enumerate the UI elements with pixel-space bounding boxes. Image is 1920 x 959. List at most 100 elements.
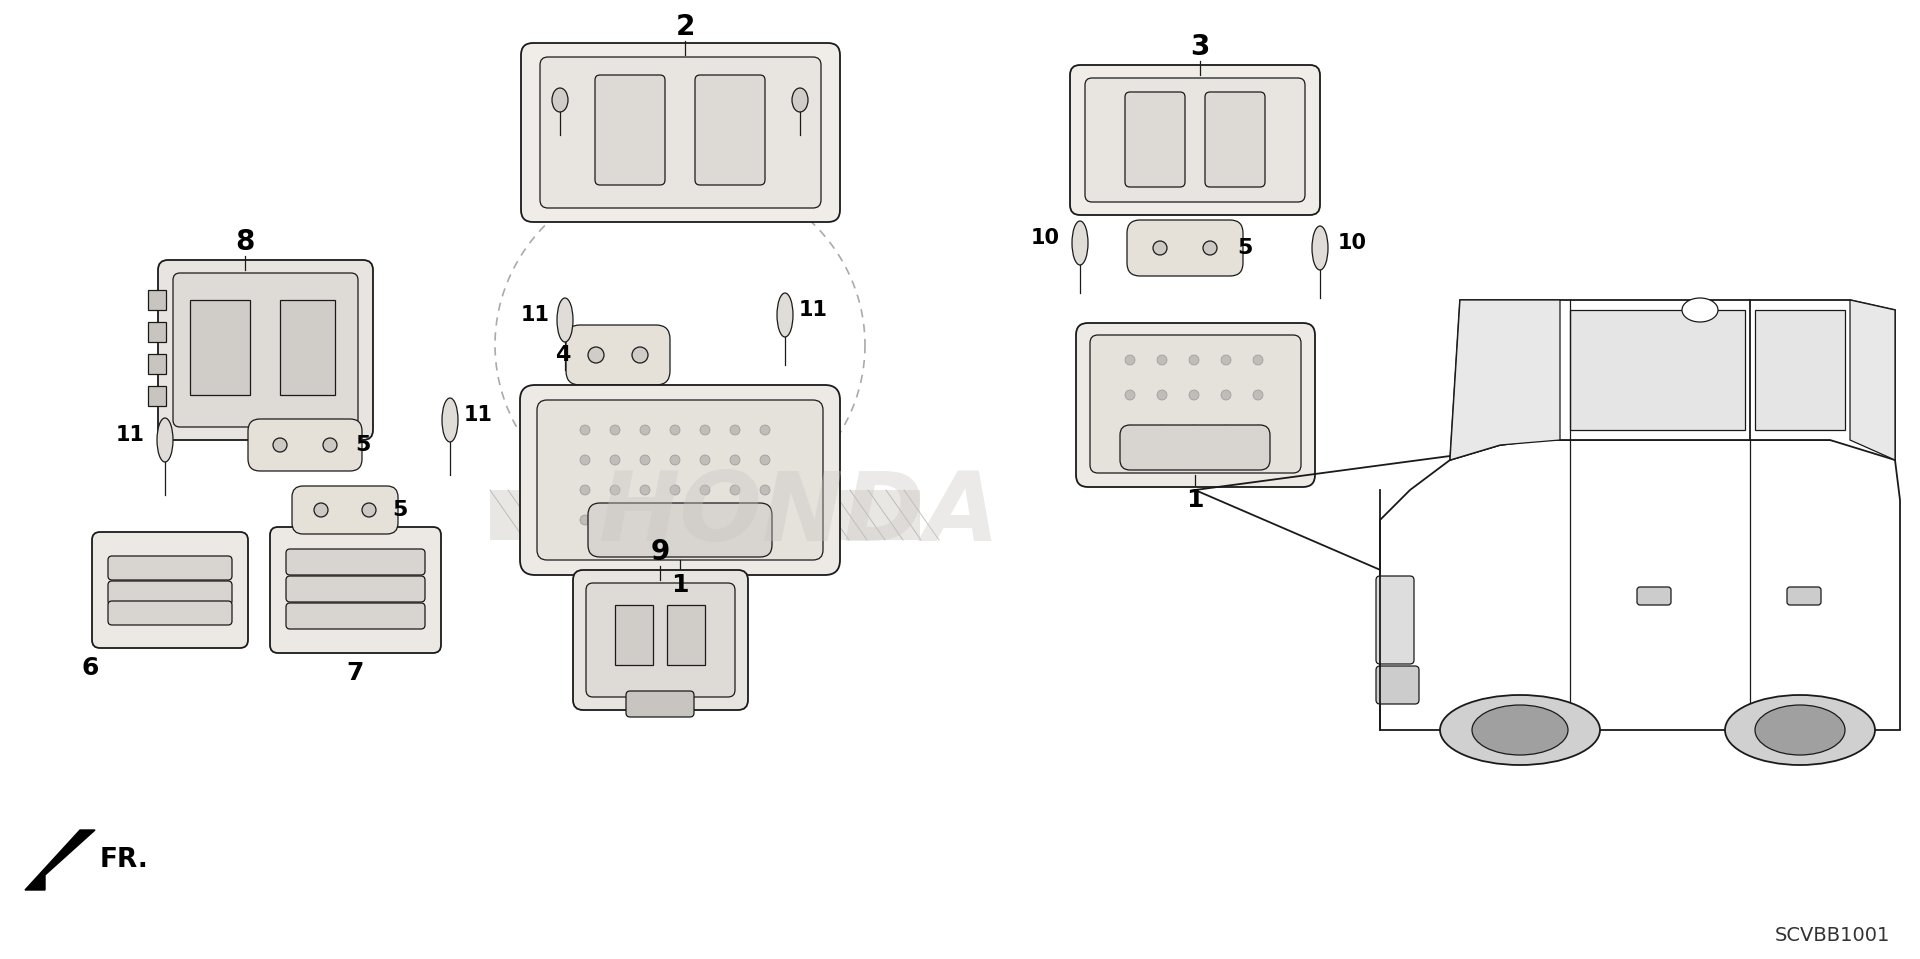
Ellipse shape	[1071, 221, 1089, 265]
Bar	[614, 605, 653, 665]
Ellipse shape	[701, 425, 710, 435]
FancyBboxPatch shape	[1069, 65, 1321, 215]
Ellipse shape	[1755, 705, 1845, 755]
Ellipse shape	[611, 455, 620, 465]
Ellipse shape	[1125, 355, 1135, 365]
Ellipse shape	[639, 425, 651, 435]
Ellipse shape	[639, 485, 651, 495]
Text: 5: 5	[355, 435, 371, 455]
Ellipse shape	[1254, 355, 1263, 365]
Ellipse shape	[1204, 241, 1217, 255]
FancyBboxPatch shape	[292, 486, 397, 534]
Bar	[190, 300, 250, 395]
FancyBboxPatch shape	[586, 583, 735, 697]
Ellipse shape	[760, 485, 770, 495]
FancyBboxPatch shape	[1377, 666, 1419, 704]
FancyBboxPatch shape	[588, 503, 772, 557]
Ellipse shape	[611, 485, 620, 495]
Ellipse shape	[670, 485, 680, 495]
FancyBboxPatch shape	[566, 325, 670, 385]
Text: 10: 10	[1338, 233, 1367, 253]
Ellipse shape	[315, 503, 328, 517]
FancyBboxPatch shape	[271, 527, 442, 653]
Polygon shape	[1450, 300, 1559, 460]
Bar	[1571, 310, 1745, 430]
Ellipse shape	[557, 298, 572, 342]
FancyBboxPatch shape	[1127, 220, 1242, 276]
Polygon shape	[1851, 300, 1895, 460]
Ellipse shape	[670, 455, 680, 465]
Ellipse shape	[1188, 355, 1198, 365]
Text: 10: 10	[1031, 228, 1060, 248]
Ellipse shape	[632, 347, 649, 363]
Text: 5: 5	[392, 500, 407, 520]
Text: 3: 3	[1190, 33, 1210, 61]
Ellipse shape	[1473, 705, 1569, 755]
Text: 2: 2	[676, 13, 695, 41]
Polygon shape	[25, 830, 94, 890]
Ellipse shape	[778, 293, 793, 337]
Ellipse shape	[760, 515, 770, 525]
FancyBboxPatch shape	[1206, 92, 1265, 187]
FancyBboxPatch shape	[1125, 92, 1185, 187]
Ellipse shape	[1154, 241, 1167, 255]
Text: 6: 6	[81, 656, 98, 680]
Ellipse shape	[1158, 390, 1167, 400]
Text: 11: 11	[520, 305, 549, 325]
Ellipse shape	[1188, 390, 1198, 400]
Ellipse shape	[670, 425, 680, 435]
Ellipse shape	[1125, 390, 1135, 400]
FancyBboxPatch shape	[108, 556, 232, 580]
Text: FR.: FR.	[100, 847, 150, 873]
FancyBboxPatch shape	[572, 570, 749, 710]
Ellipse shape	[730, 425, 739, 435]
Text: 1: 1	[1187, 488, 1204, 512]
Text: 11: 11	[115, 425, 144, 445]
Bar	[148, 290, 165, 310]
Ellipse shape	[701, 455, 710, 465]
Ellipse shape	[791, 88, 808, 112]
FancyBboxPatch shape	[157, 260, 372, 440]
Ellipse shape	[1158, 425, 1167, 435]
Ellipse shape	[639, 515, 651, 525]
Ellipse shape	[323, 438, 338, 452]
Text: 11: 11	[463, 405, 493, 425]
Ellipse shape	[157, 418, 173, 462]
FancyBboxPatch shape	[173, 273, 357, 427]
FancyBboxPatch shape	[286, 603, 424, 629]
Bar	[666, 605, 705, 665]
Ellipse shape	[1724, 695, 1876, 765]
FancyBboxPatch shape	[1085, 78, 1306, 202]
Ellipse shape	[1440, 695, 1599, 765]
Ellipse shape	[580, 485, 589, 495]
FancyBboxPatch shape	[1091, 335, 1302, 473]
Ellipse shape	[1125, 425, 1135, 435]
FancyBboxPatch shape	[286, 549, 424, 575]
Ellipse shape	[1221, 390, 1231, 400]
Ellipse shape	[1682, 298, 1718, 322]
Bar	[148, 322, 165, 342]
FancyBboxPatch shape	[1377, 576, 1413, 664]
Ellipse shape	[760, 425, 770, 435]
FancyBboxPatch shape	[695, 75, 764, 185]
Polygon shape	[1380, 440, 1901, 730]
Ellipse shape	[730, 515, 739, 525]
Ellipse shape	[1188, 425, 1198, 435]
Ellipse shape	[442, 398, 459, 442]
FancyBboxPatch shape	[595, 75, 664, 185]
Text: 5: 5	[1236, 238, 1252, 258]
FancyBboxPatch shape	[1075, 323, 1315, 487]
Ellipse shape	[701, 515, 710, 525]
Ellipse shape	[670, 515, 680, 525]
Text: 4: 4	[555, 345, 570, 365]
FancyBboxPatch shape	[92, 532, 248, 648]
Ellipse shape	[1254, 390, 1263, 400]
Ellipse shape	[363, 503, 376, 517]
FancyBboxPatch shape	[108, 581, 232, 605]
Bar	[1755, 310, 1845, 430]
Ellipse shape	[639, 455, 651, 465]
Ellipse shape	[580, 455, 589, 465]
Text: 11: 11	[799, 300, 828, 320]
Text: 7: 7	[346, 661, 363, 685]
FancyBboxPatch shape	[108, 601, 232, 625]
